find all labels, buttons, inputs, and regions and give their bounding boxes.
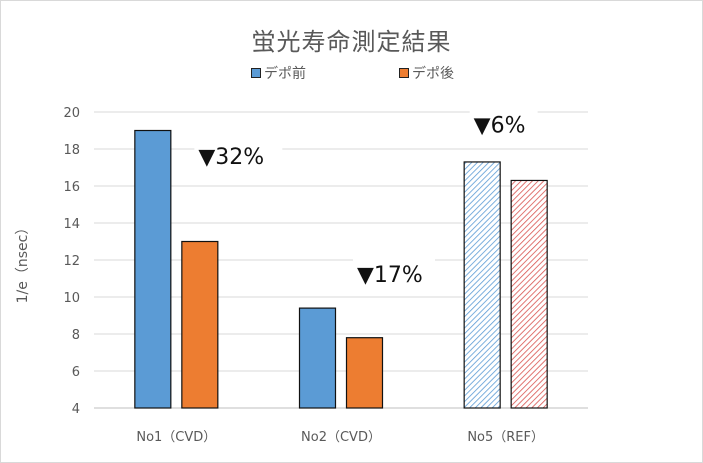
legend-item-before: デポ前	[251, 63, 306, 83]
annotation-bg	[469, 106, 538, 141]
legend-item-after: デポ後	[399, 63, 454, 83]
annotation-bg	[194, 137, 283, 172]
bar-after-2	[345, 337, 384, 409]
annotation-bg	[353, 256, 435, 291]
chart-title: 蛍光寿命測定結果	[251, 28, 452, 56]
legend-swatch-before	[251, 68, 261, 78]
reduction-annotation: ▼17%	[357, 263, 423, 288]
y-tick-label: 8	[72, 328, 80, 343]
x-tick-label: No5（REF）	[467, 430, 544, 445]
x-tick-label: No2（CVD）	[301, 430, 381, 445]
legend-label-after: デポ後	[412, 66, 454, 82]
legend-swatch-after	[399, 68, 409, 78]
legend-label-before: デポ前	[264, 66, 306, 82]
bar-before-2	[298, 307, 337, 409]
y-tick-label: 14	[63, 217, 80, 232]
bar-after-1	[181, 240, 219, 409]
y-tick-label: 12	[63, 254, 80, 269]
bar-after-3	[510, 179, 548, 409]
y-tick-label: 4	[72, 402, 80, 417]
y-tick-label: 16	[63, 180, 80, 195]
reduction-annotation: ▼32%	[198, 145, 264, 170]
y-tick-label: 20	[63, 106, 80, 121]
bar-before-3	[463, 161, 501, 409]
x-tick-label: No1（CVD）	[136, 430, 216, 445]
y-tick-label: 10	[63, 291, 80, 306]
y-tick-label: 18	[63, 143, 80, 158]
reduction-annotation: ▼6%	[474, 113, 526, 138]
y-tick-label: 6	[72, 365, 80, 380]
legend: デポ前 デポ後	[0, 63, 703, 83]
bar-before-1	[134, 129, 172, 409]
